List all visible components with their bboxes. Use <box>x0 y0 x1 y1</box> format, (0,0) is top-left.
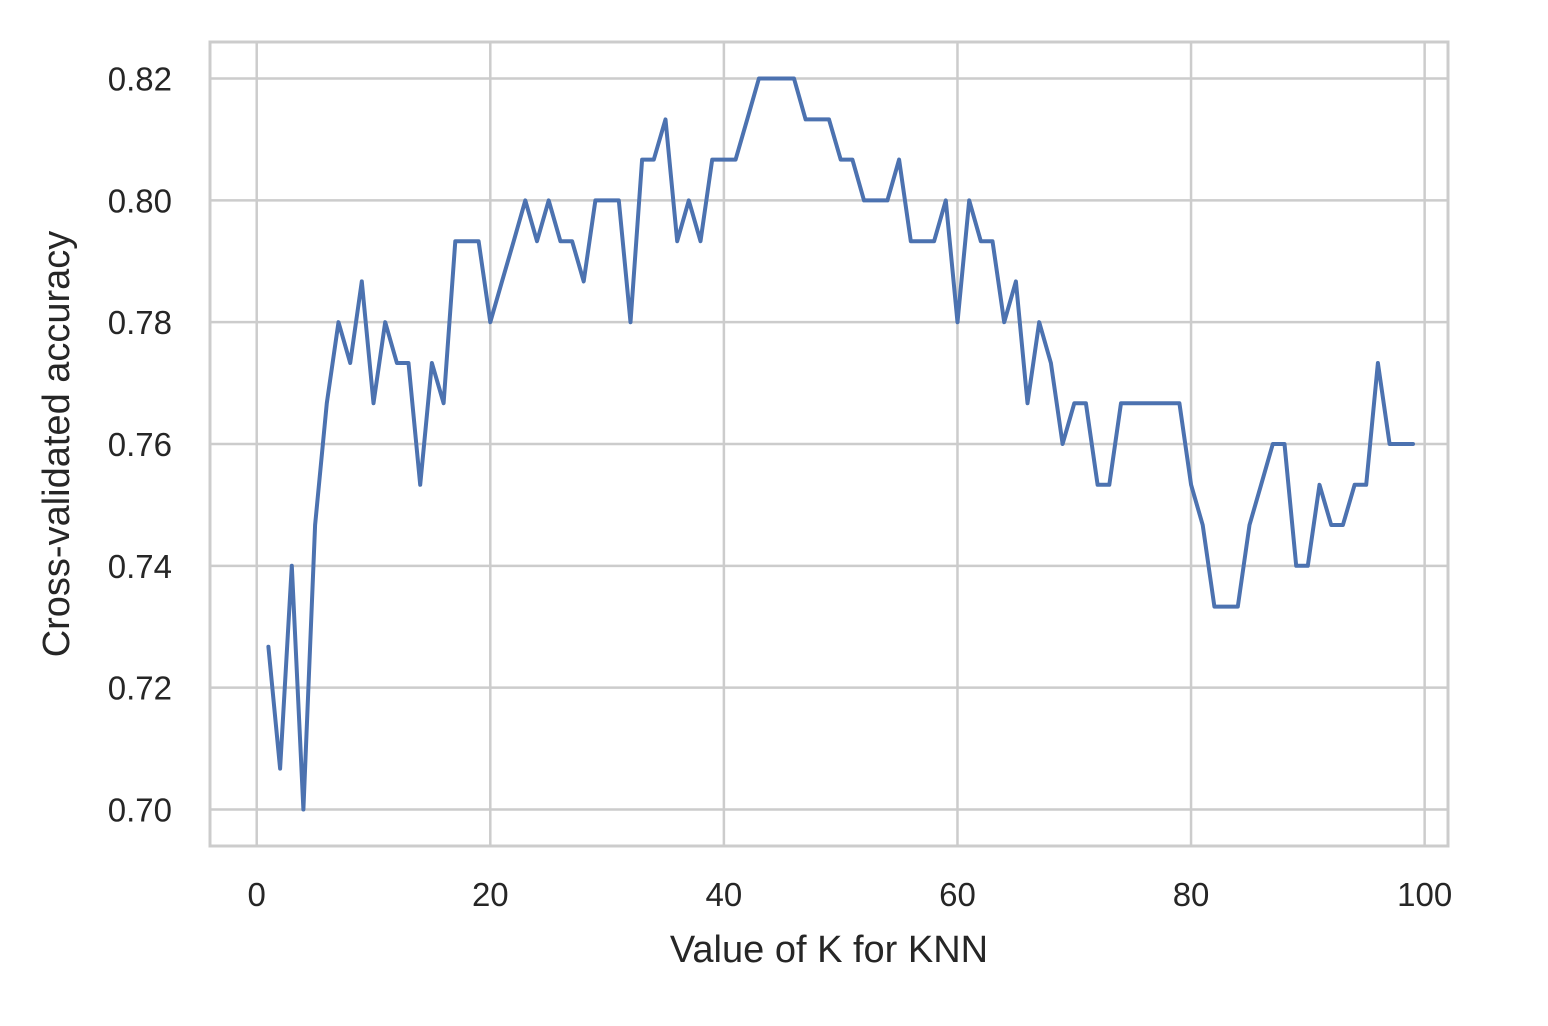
y-gridlines <box>210 77 1448 811</box>
series-layer <box>266 76 1415 812</box>
x-tick-label: 60 <box>939 876 976 913</box>
x-tick-labels: 0 20 40 60 80 100 <box>248 876 1453 913</box>
series-line <box>266 76 1415 812</box>
y-tick-label: 0.78 <box>108 304 172 341</box>
y-tick-label: 0.72 <box>108 670 172 707</box>
x-axis-label: Value of K for KNN <box>670 929 988 971</box>
y-tick-label: 0.74 <box>108 548 172 585</box>
x-tick-label: 80 <box>1173 876 1210 913</box>
x-tick-label: 100 <box>1397 876 1452 913</box>
plot-area-frame <box>208 40 1450 848</box>
y-tick-labels: 0.70 0.72 0.74 0.76 0.78 0.80 0.82 <box>108 61 172 829</box>
y-axis-label: Cross-validated accuracy <box>36 231 78 658</box>
y-tick-label: 0.82 <box>108 61 172 98</box>
y-tick-label: 0.80 <box>108 182 172 219</box>
x-tick-label: 20 <box>472 876 509 913</box>
y-tick-label: 0.70 <box>108 791 172 828</box>
x-tick-label: 0 <box>248 876 266 913</box>
y-tick-label: 0.76 <box>108 426 172 463</box>
x-tick-label: 40 <box>706 876 743 913</box>
